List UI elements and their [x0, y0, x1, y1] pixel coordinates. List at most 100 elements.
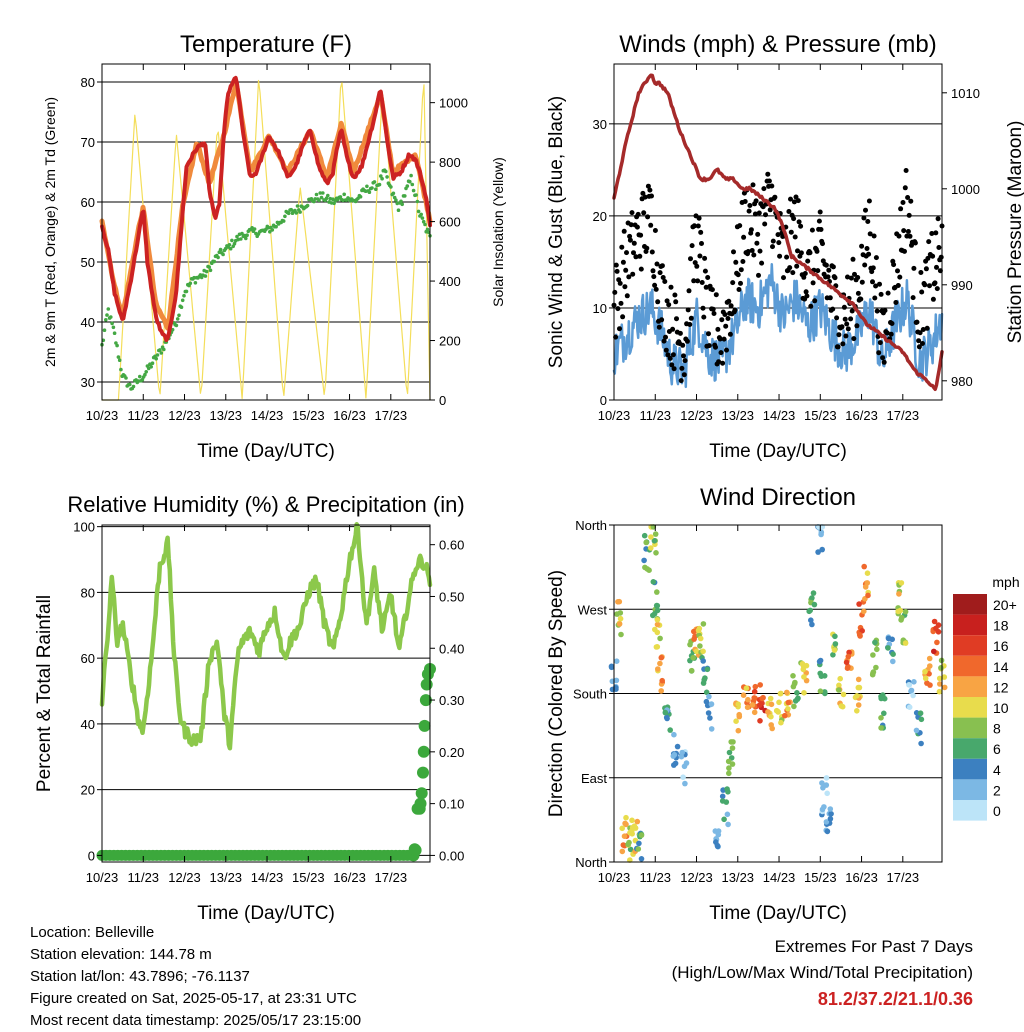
dewpoint-point: [131, 384, 136, 389]
dewpoint-point: [365, 184, 369, 189]
wind-direction-point: [856, 631, 863, 638]
gust-point: [855, 290, 861, 296]
dir-ytick-label: East: [581, 771, 607, 786]
dewpoint-point: [124, 376, 128, 380]
gust-point: [920, 327, 926, 332]
wind-direction-point: [837, 675, 843, 682]
gust-point: [845, 274, 850, 280]
gust-point: [733, 259, 739, 265]
wind-direction-point: [769, 725, 775, 732]
wind-direction-point: [744, 704, 751, 711]
wind-direction-point: [794, 690, 800, 696]
wind-direction-point: [724, 786, 730, 792]
wind-ylabel: Sonic Wind & Gust (Blue, Black): [546, 96, 567, 368]
gust-point: [918, 270, 924, 275]
wind-direction-point: [654, 617, 661, 623]
wind-direction-point: [885, 645, 891, 651]
wind-direction-point: [832, 633, 838, 640]
gust-point: [807, 250, 813, 256]
wind-direction-point: [823, 782, 830, 788]
gust-point: [679, 365, 685, 371]
dewpoint-point: [286, 211, 291, 216]
wind-direction-point: [695, 627, 702, 634]
wind-direction-point: [791, 680, 798, 687]
dewpoint-point: [223, 246, 228, 251]
dewpoint-point: [245, 233, 249, 237]
wind-direction-point: [828, 811, 834, 817]
extremes-title: Extremes For Past 7 Days: [774, 937, 973, 956]
dewpoint-point: [102, 328, 107, 333]
dewpoint-point: [281, 219, 286, 223]
dewpoint-point: [298, 210, 302, 214]
wind-xtick-label: 17/23: [887, 408, 920, 423]
dewpoint-point: [283, 214, 287, 219]
gust-point: [876, 350, 882, 356]
dewpoint-point: [403, 194, 407, 198]
wind-direction-point: [890, 658, 896, 665]
wind-direction-point: [872, 639, 878, 646]
wind-direction-point: [936, 688, 943, 695]
gust-point: [748, 227, 754, 233]
colorbar-label: 2: [993, 782, 1001, 798]
gust-point: [638, 232, 644, 238]
wind-direction-point: [651, 611, 658, 617]
rh-y2tick-label: 0.40: [439, 641, 464, 656]
wind-direction-point: [617, 615, 624, 622]
colorbar-swatch: [953, 738, 987, 759]
dewpoint-point: [128, 382, 132, 387]
gust-point: [908, 198, 914, 204]
rh-ytick-label: 100: [73, 520, 95, 535]
wind-direction-point: [895, 608, 901, 615]
gust-point: [917, 330, 923, 336]
dewpoint-point: [109, 315, 113, 319]
gust-point: [691, 278, 697, 284]
dir-xtick-label: 10/23: [598, 870, 631, 885]
dewpoint-point: [338, 195, 343, 199]
gust-point: [757, 248, 763, 254]
gust-point: [681, 353, 686, 359]
dewpoint-point: [144, 370, 148, 374]
dewpoint-point: [416, 209, 421, 214]
wind-direction-point: [846, 649, 852, 656]
colorbar-label: 14: [993, 659, 1009, 675]
gust-point: [795, 198, 801, 204]
dewpoint-point: [377, 182, 382, 187]
wind-direction-point: [654, 621, 661, 628]
gust-point: [900, 200, 906, 205]
gust-point: [839, 324, 845, 330]
wind-direction-point: [817, 657, 824, 664]
wind-direction-point: [819, 780, 825, 786]
gust-point: [793, 194, 799, 200]
gust-point: [697, 253, 703, 259]
wind-direction-point: [808, 617, 814, 623]
wind-direction-point: [902, 640, 909, 646]
gust-point: [740, 259, 746, 264]
rh-ytick-label: 20: [81, 783, 95, 798]
gust-point: [790, 270, 796, 276]
colorbar-swatch: [953, 697, 987, 718]
colorbar-label: 18: [993, 618, 1009, 634]
gust-point: [762, 221, 768, 227]
wind-direction-point: [759, 695, 765, 702]
gust-point: [631, 240, 637, 246]
gust-point: [906, 212, 912, 218]
gust-point: [684, 338, 690, 344]
temp-xtick-label: 13/23: [210, 408, 243, 423]
dewpoint-point: [244, 236, 248, 241]
gust-point: [809, 227, 815, 233]
wind-xtick-label: 14/23: [763, 408, 796, 423]
gust-point: [903, 168, 909, 173]
wind-direction-point: [618, 631, 624, 638]
dewpoint-point: [140, 377, 145, 382]
wind-direction-point: [681, 763, 688, 770]
wind-direction-point: [768, 701, 775, 708]
gust-point: [647, 187, 653, 193]
gust-point: [627, 233, 633, 239]
wind-direction-point: [801, 674, 807, 680]
gust-point: [756, 210, 762, 216]
dewpoint-point: [421, 219, 426, 224]
wind-direction-point: [878, 725, 884, 731]
gust-point: [920, 341, 925, 346]
dewpoint-point: [305, 203, 310, 208]
dewpoint-point: [154, 356, 158, 361]
